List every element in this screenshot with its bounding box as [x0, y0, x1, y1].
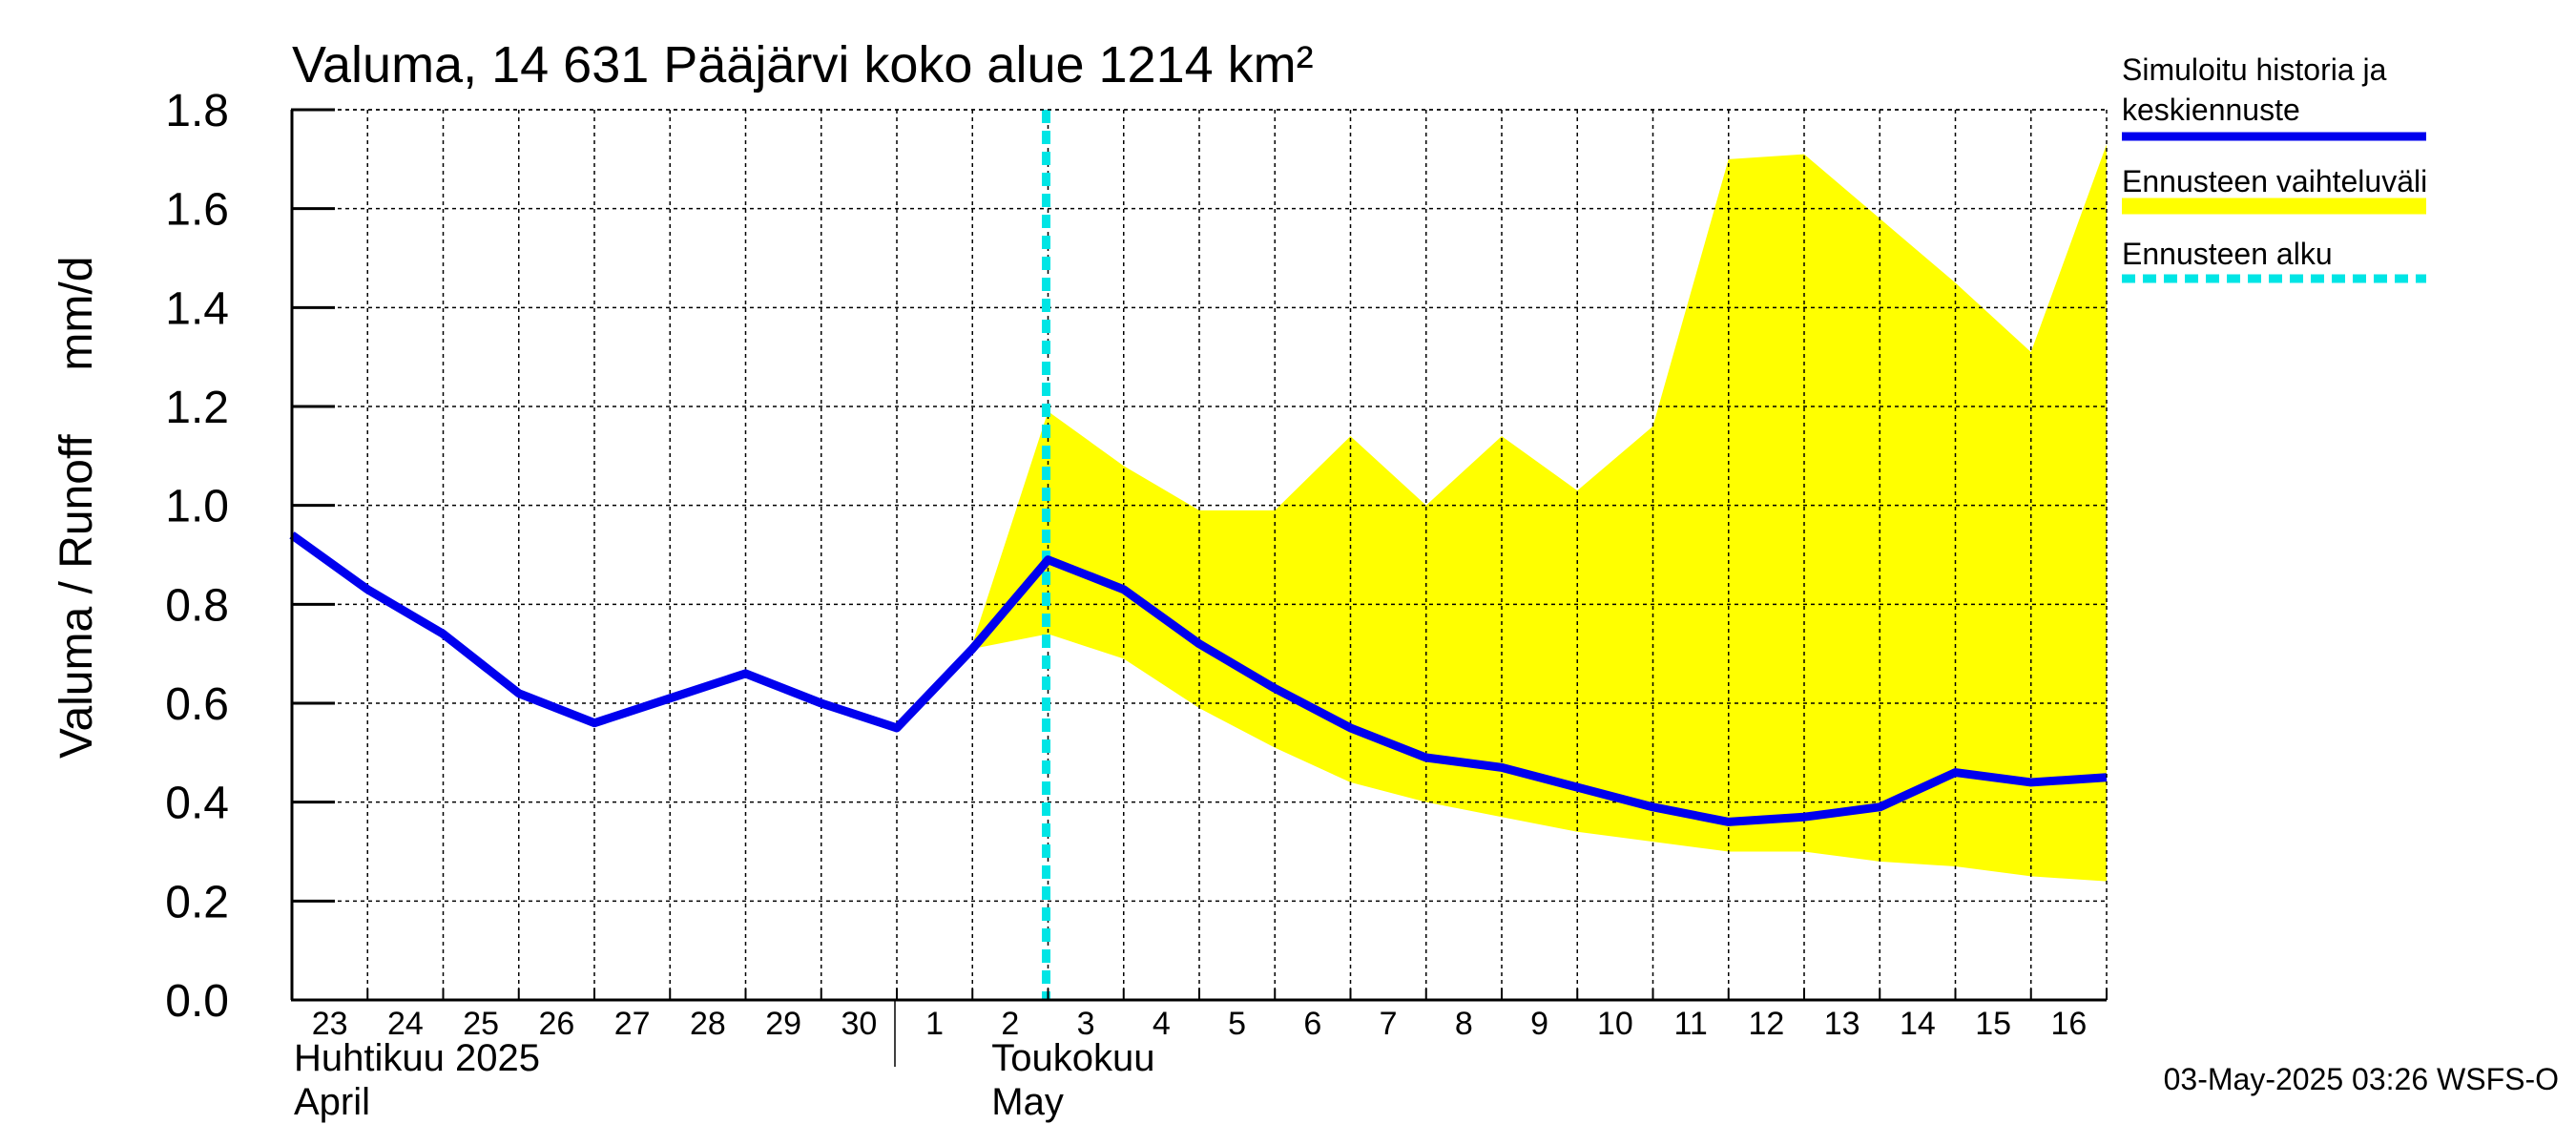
x-tick-label: 5: [1228, 1006, 1246, 1042]
x-tick-label: 8: [1455, 1006, 1473, 1042]
legend-label: Simuloitu historia ja: [2122, 52, 2387, 87]
y-tick-label: 0.4: [165, 779, 229, 829]
legend-label: Ennusteen alku: [2122, 237, 2333, 271]
y-tick-label: 0.6: [165, 679, 229, 730]
series-layer: [289, 531, 2108, 826]
forecast-range-band-layer: [972, 144, 2107, 882]
y-tick-label: 1.8: [165, 86, 229, 136]
x-tick-label: 11: [1673, 1006, 1707, 1042]
month-label-english: May: [991, 1081, 1064, 1123]
month-label-finnish: Toukokuu: [991, 1037, 1154, 1079]
x-tick-label: 13: [1824, 1006, 1860, 1042]
month-label-finnish: Huhtikuu 2025: [294, 1037, 540, 1079]
x-tick-label: 23: [312, 1006, 348, 1042]
x-tick-label: 10: [1597, 1006, 1633, 1042]
x-tick-label: 27: [614, 1006, 651, 1042]
y-tick-label: 1.0: [165, 482, 229, 532]
series-line-mean-forecast: [289, 531, 2108, 826]
timestamp: 03-May-2025 03:26 WSFS-O: [2164, 1062, 2559, 1096]
month-label-english: April: [294, 1081, 370, 1123]
y-tick-label: 0.0: [165, 976, 229, 1027]
y-tick-label: 0.8: [165, 580, 229, 631]
legend: Simuloitu historia ja keskiennuste Ennuste…: [2122, 52, 2427, 283]
x-tick-label: 4: [1153, 1006, 1171, 1042]
x-tick-label: 16: [2050, 1006, 2087, 1042]
forecast-range-band: [972, 144, 2107, 882]
y-tick-label: 1.2: [165, 383, 229, 433]
x-tick-label: 3: [1077, 1006, 1095, 1042]
x-tick-label: 30: [841, 1006, 877, 1042]
x-tick-labels: 23 24 25 26 27 28 29 30 1 2 3 4 5 6 7 8 9 10 11 12 13 14 15 16: [291, 989, 2108, 1042]
y-tick-label: 1.4: [165, 283, 229, 334]
legend-label: keskiennuste: [2122, 93, 2300, 127]
x-tick-label: 9: [1530, 1006, 1548, 1042]
x-tick-label: 1: [925, 1006, 944, 1042]
y-tick-label: 1.6: [165, 185, 229, 236]
chart-title: Valuma, 14 631 Pääjärvi koko alue 1214 k…: [292, 36, 1314, 94]
x-tick-label: 28: [690, 1006, 726, 1042]
y-tick-label: 0.2: [165, 877, 229, 927]
x-tick-label: 25: [463, 1006, 499, 1042]
x-tick-label: 24: [387, 1006, 424, 1042]
y-tick-labels: 0.0 0.2 0.4 0.6 0.8 1.0 1.2 1.4 1.6 1.8: [165, 86, 335, 1027]
x-tick-label: 14: [1900, 1006, 1936, 1042]
legend-label: Ennusteen vaihteluväli: [2122, 164, 2427, 198]
x-tick-label: 15: [1975, 1006, 2011, 1042]
x-tick-label: 12: [1748, 1006, 1784, 1042]
x-tick-label: 7: [1380, 1006, 1398, 1042]
x-tick-label: 2: [1001, 1006, 1019, 1042]
x-tick-label: 29: [765, 1006, 801, 1042]
x-tick-label: 6: [1303, 1006, 1321, 1042]
y-axis-label: Valuma / Runoff mm/d: [52, 257, 102, 759]
x-tick-label: 26: [538, 1006, 574, 1042]
